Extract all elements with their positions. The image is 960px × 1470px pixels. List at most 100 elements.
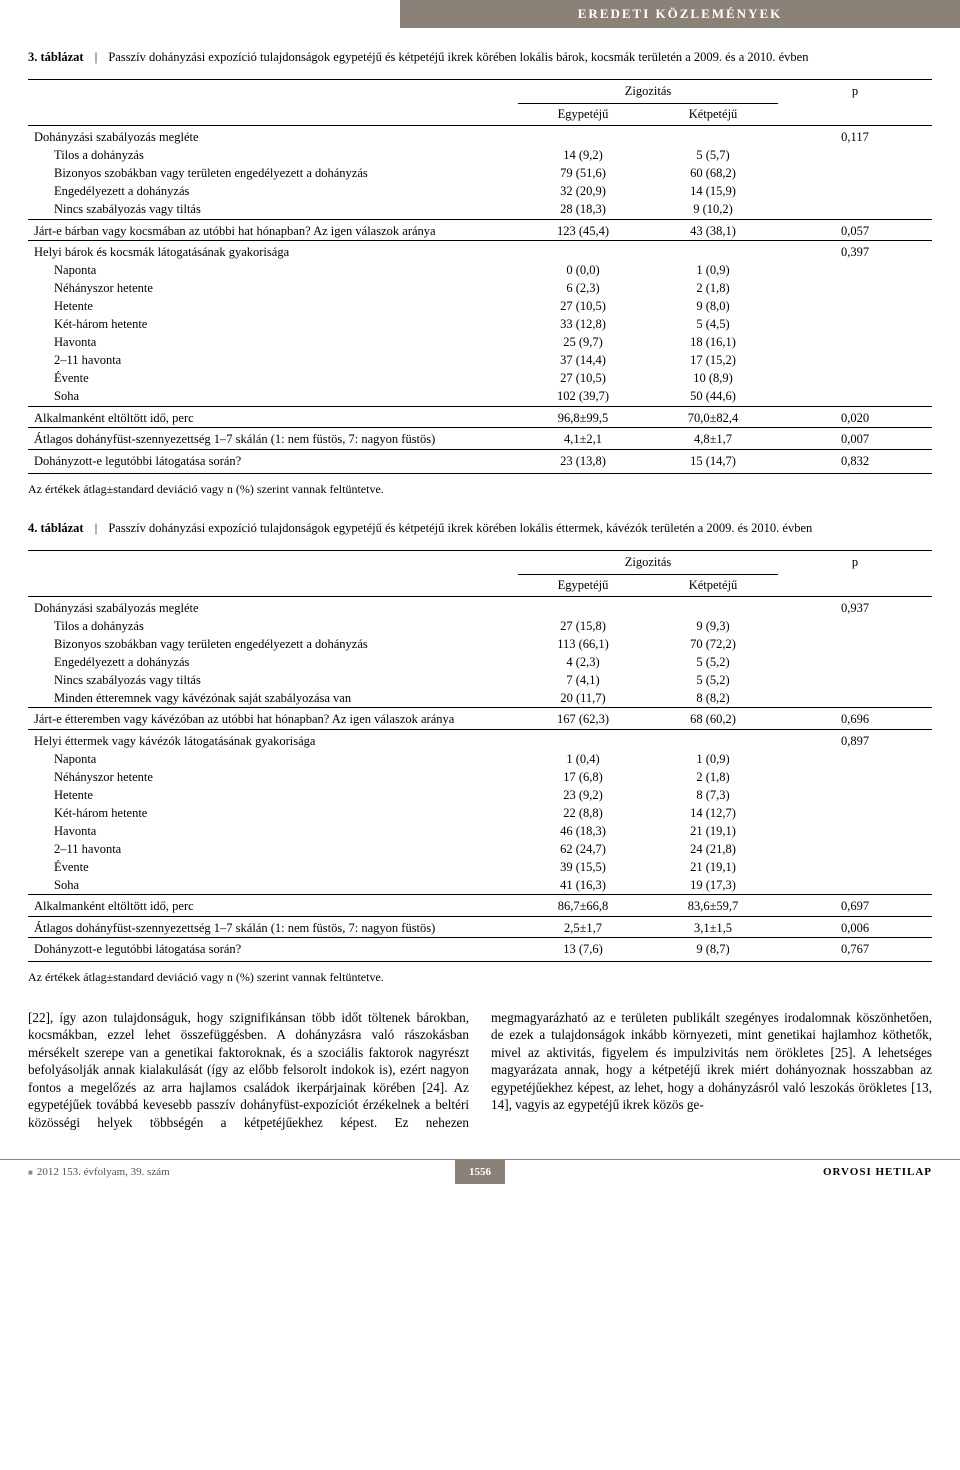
row-label: Tilos a dohányzás bbox=[28, 147, 518, 165]
row-label: Havonta bbox=[28, 822, 518, 840]
table3-note: Az értékek átlag±standard deviáció vagy … bbox=[28, 482, 932, 497]
table-row: Tilos a dohányzás27 (15,8)9 (9,3) bbox=[28, 617, 932, 635]
cell-ketpeteju: 2 (1,8) bbox=[648, 280, 778, 298]
table-row: Nincs szabályozás vagy tiltás7 (4,1)5 (5… bbox=[28, 671, 932, 689]
table3: Zigozitás p Egypetéjű Kétpetéjű Dohányzá… bbox=[28, 79, 932, 474]
cell-egypeteju: 4 (2,3) bbox=[518, 653, 648, 671]
row-label: Néhányszor hetente bbox=[28, 768, 518, 786]
table-row: Évente27 (10,5)10 (8,9) bbox=[28, 370, 932, 388]
table-row: Két-három hetente22 (8,8)14 (12,7) bbox=[28, 804, 932, 822]
cell-egypeteju: 27 (10,5) bbox=[518, 298, 648, 316]
cell-p bbox=[778, 316, 932, 334]
cell-ketpeteju: 50 (44,6) bbox=[648, 388, 778, 407]
row-label: Hetente bbox=[28, 786, 518, 804]
cell-egypeteju: 32 (20,9) bbox=[518, 183, 648, 201]
cell-ketpeteju: 9 (10,2) bbox=[648, 201, 778, 220]
row-label: Hetente bbox=[28, 298, 518, 316]
cell-p bbox=[778, 370, 932, 388]
cell-egypeteju: 123 (45,4) bbox=[518, 219, 648, 241]
row-label: Járt-e étteremben vagy kávézóban az utób… bbox=[28, 708, 518, 730]
cell-ketpeteju: 9 (8,7) bbox=[648, 938, 778, 962]
cell-egypeteju: 7 (4,1) bbox=[518, 671, 648, 689]
cell-ketpeteju: 70 (72,2) bbox=[648, 635, 778, 653]
cell-egypeteju: 27 (15,8) bbox=[518, 617, 648, 635]
table-row: Járt-e étteremben vagy kávézóban az utób… bbox=[28, 708, 932, 730]
cell-p bbox=[778, 334, 932, 352]
cell-p bbox=[778, 804, 932, 822]
table3-label: 3. táblázat bbox=[28, 50, 84, 64]
cell-ketpeteju bbox=[648, 241, 778, 262]
cell-egypeteju: 86,7±66,8 bbox=[518, 895, 648, 917]
cell-ketpeteju: 9 (8,0) bbox=[648, 298, 778, 316]
cell-p bbox=[778, 183, 932, 201]
table-row: 2–11 havonta62 (24,7)24 (21,8) bbox=[28, 840, 932, 858]
row-label: 2–11 havonta bbox=[28, 352, 518, 370]
row-label: Évente bbox=[28, 370, 518, 388]
row-label: Helyi bárok és kocsmák látogatásának gya… bbox=[28, 241, 518, 262]
cell-ketpeteju: 18 (16,1) bbox=[648, 334, 778, 352]
cell-egypeteju: 96,8±99,5 bbox=[518, 406, 648, 428]
cell-ketpeteju: 2 (1,8) bbox=[648, 768, 778, 786]
cell-ketpeteju: 3,1±1,5 bbox=[648, 916, 778, 938]
row-label: Tilos a dohányzás bbox=[28, 617, 518, 635]
cell-egypeteju: 62 (24,7) bbox=[518, 840, 648, 858]
table-row: Átlagos dohányfüst-szennyezettség 1–7 sk… bbox=[28, 428, 932, 450]
table-row: Engedélyezett a dohányzás4 (2,3)5 (5,2) bbox=[28, 653, 932, 671]
cell-ketpeteju: 8 (8,2) bbox=[648, 689, 778, 708]
row-label: Évente bbox=[28, 858, 518, 876]
table4-col1-header: Egypetéjű bbox=[518, 574, 648, 596]
footer-page-number: 1556 bbox=[455, 1160, 505, 1184]
table-row: Hetente23 (9,2)8 (7,3) bbox=[28, 786, 932, 804]
cell-ketpeteju bbox=[648, 126, 778, 147]
cell-p: 0,897 bbox=[778, 729, 932, 750]
table-row: Átlagos dohányfüst-szennyezettség 1–7 sk… bbox=[28, 916, 932, 938]
table4-caption-text: Passzív dohányzási expozíció tulajdonság… bbox=[108, 521, 812, 535]
row-label: Engedélyezett a dohányzás bbox=[28, 183, 518, 201]
table4-caption: 4. táblázat | Passzív dohányzási expozíc… bbox=[28, 521, 932, 536]
table-row: Havonta25 (9,7)18 (16,1) bbox=[28, 334, 932, 352]
table-row: Naponta0 (0,0)1 (0,9) bbox=[28, 262, 932, 280]
row-label: Soha bbox=[28, 388, 518, 407]
table-row: Dohányzott-e legutóbbi látogatása során?… bbox=[28, 938, 932, 962]
cell-ketpeteju: 83,6±59,7 bbox=[648, 895, 778, 917]
row-label: Járt-e bárban vagy kocsmában az utóbbi h… bbox=[28, 219, 518, 241]
table-row: Dohányzási szabályozás megléte0,937 bbox=[28, 596, 932, 617]
cell-egypeteju: 2,5±1,7 bbox=[518, 916, 648, 938]
cell-egypeteju bbox=[518, 126, 648, 147]
cell-ketpeteju: 5 (5,7) bbox=[648, 147, 778, 165]
row-label: Átlagos dohányfüst-szennyezettség 1–7 sk… bbox=[28, 916, 518, 938]
table-row: Tilos a dohányzás14 (9,2)5 (5,7) bbox=[28, 147, 932, 165]
cell-egypeteju: 79 (51,6) bbox=[518, 165, 648, 183]
cell-egypeteju: 6 (2,3) bbox=[518, 280, 648, 298]
cell-ketpeteju: 5 (5,2) bbox=[648, 671, 778, 689]
table3-caption-text: Passzív dohányzási expozíció tulajdonság… bbox=[108, 50, 808, 64]
row-label: Két-három hetente bbox=[28, 316, 518, 334]
cell-ketpeteju bbox=[648, 596, 778, 617]
cell-egypeteju: 28 (18,3) bbox=[518, 201, 648, 220]
cell-ketpeteju: 43 (38,1) bbox=[648, 219, 778, 241]
cell-p: 0,397 bbox=[778, 241, 932, 262]
cell-ketpeteju: 5 (4,5) bbox=[648, 316, 778, 334]
row-label: 2–11 havonta bbox=[28, 840, 518, 858]
row-label: Két-három hetente bbox=[28, 804, 518, 822]
table-row: Bizonyos szobákban vagy területen engedé… bbox=[28, 165, 932, 183]
cell-p bbox=[778, 280, 932, 298]
cell-p bbox=[778, 750, 932, 768]
table-row: Engedélyezett a dohányzás32 (20,9)14 (15… bbox=[28, 183, 932, 201]
cell-p bbox=[778, 298, 932, 316]
cell-ketpeteju: 17 (15,2) bbox=[648, 352, 778, 370]
cell-ketpeteju: 15 (14,7) bbox=[648, 449, 778, 473]
cell-p bbox=[778, 689, 932, 708]
table3-p-header: p bbox=[778, 80, 932, 126]
row-label: Engedélyezett a dohányzás bbox=[28, 653, 518, 671]
cell-egypeteju: 14 (9,2) bbox=[518, 147, 648, 165]
table-row: Járt-e bárban vagy kocsmában az utóbbi h… bbox=[28, 219, 932, 241]
cell-ketpeteju: 14 (12,7) bbox=[648, 804, 778, 822]
row-label: Dohányzási szabályozás megléte bbox=[28, 596, 518, 617]
table4-p-header: p bbox=[778, 550, 932, 596]
row-label: Bizonyos szobákban vagy területen engedé… bbox=[28, 635, 518, 653]
cell-ketpeteju: 24 (21,8) bbox=[648, 840, 778, 858]
cell-ketpeteju: 68 (60,2) bbox=[648, 708, 778, 730]
table-row: Bizonyos szobákban vagy területen engedé… bbox=[28, 635, 932, 653]
cell-p bbox=[778, 653, 932, 671]
